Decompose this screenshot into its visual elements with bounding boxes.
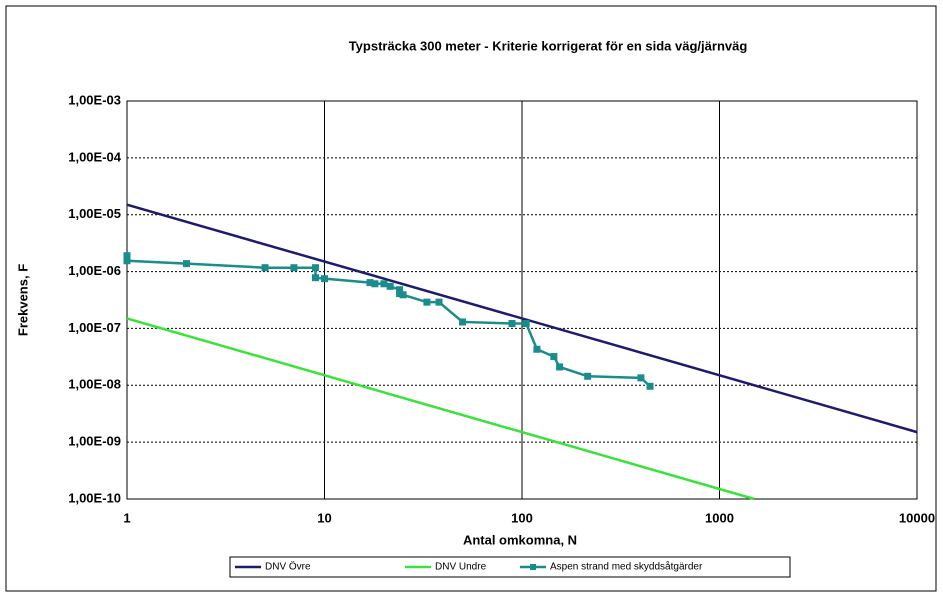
data-point	[423, 298, 431, 306]
data-point	[366, 279, 374, 287]
data-point	[508, 320, 516, 328]
x-tick-label: 100	[511, 510, 533, 525]
y-axis-label: Frekvens, F	[15, 264, 30, 336]
series-line	[126, 203, 918, 434]
chart-title: Typsträcka 300 meter - Kriterie korriger…	[349, 38, 748, 53]
data-point	[396, 286, 404, 294]
chart-frame	[5, 5, 937, 592]
x-tick-label: 10000	[899, 510, 935, 525]
data-point	[261, 264, 269, 272]
y-tick-label: 1,00E-09	[68, 434, 121, 449]
data-point	[399, 291, 407, 299]
data-point	[123, 252, 131, 260]
plot-area	[126, 100, 918, 500]
y-tick-label: 1,00E-06	[68, 263, 121, 278]
data-point	[459, 318, 467, 326]
data-point	[637, 374, 645, 382]
data-point	[584, 372, 592, 380]
data-point	[311, 274, 319, 282]
legend-label: Aspen strand med skyddsåtgärder	[550, 561, 703, 573]
y-tick-label: 1,00E-03	[68, 92, 121, 107]
y-tick-label: 1,00E-08	[68, 377, 121, 392]
data-point	[123, 257, 131, 265]
legend: DNV Övre DNV Undre Aspen strand med skydds…	[235, 561, 703, 573]
legend-marker	[530, 564, 536, 570]
data-point	[556, 363, 564, 371]
y-tick-label: 1,00E-10	[68, 490, 121, 505]
data-point	[522, 320, 530, 328]
y-tick-label: 1,00E-07	[68, 320, 121, 335]
data-point	[396, 290, 404, 298]
data-point	[533, 345, 541, 353]
data-point	[550, 353, 558, 361]
y-tick-label: 1,00E-04	[68, 149, 122, 164]
legend-label: DNV Övre	[265, 561, 311, 573]
data-point	[290, 264, 298, 272]
data-point	[311, 264, 319, 272]
data-point	[435, 298, 443, 306]
legend-box	[229, 556, 791, 578]
data-point	[371, 280, 379, 288]
data-point	[380, 280, 388, 288]
y-tick-label: 1,00E-05	[68, 206, 121, 221]
x-tick-label: 1	[123, 510, 130, 525]
series-line	[126, 317, 755, 501]
data-point	[321, 275, 328, 283]
data-point	[182, 260, 190, 268]
data-point	[646, 382, 654, 390]
x-tick-label: 10	[317, 510, 331, 525]
legend-label: DNV Undre	[435, 562, 487, 573]
data-point	[386, 282, 394, 290]
x-tick-label: 1000	[705, 510, 734, 525]
x-axis-label: Antal omkomna, N	[463, 532, 577, 547]
